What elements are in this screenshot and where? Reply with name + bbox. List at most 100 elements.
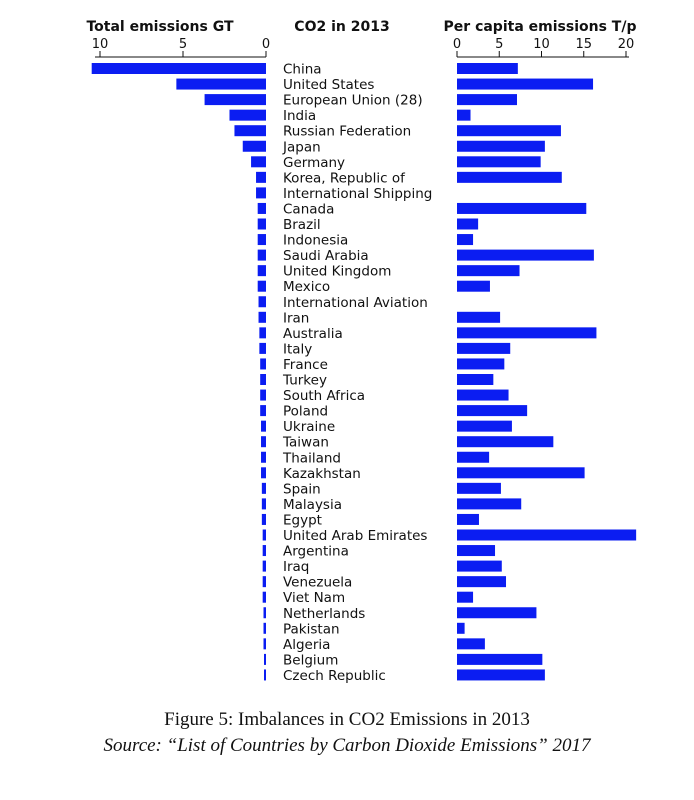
country-label: Korea, Republic of: [283, 170, 406, 186]
per-capita-bar: [457, 389, 509, 401]
total-emissions-bar: [257, 234, 266, 246]
right-axis-ticks: 0 5 10 15 20: [453, 37, 634, 57]
country-label: Brazil: [283, 217, 321, 233]
country-label: Canada: [283, 201, 334, 217]
country-label: Australia: [283, 326, 343, 342]
per-capita-bar: [457, 78, 594, 90]
country-label: United States: [283, 77, 374, 93]
total-emissions-bar: [257, 218, 266, 230]
per-capita-bar: [457, 669, 545, 681]
country-label: Iraq: [283, 559, 309, 575]
country-label: International Aviation: [283, 295, 428, 311]
total-emissions-bar: [256, 187, 266, 199]
right-tick-label: 5: [495, 37, 503, 52]
total-emissions-bar: [261, 467, 266, 479]
right-tick-label: 20: [618, 37, 635, 52]
total-emissions-bar: [263, 607, 266, 619]
total-emissions-bar: [257, 249, 266, 261]
country-label: Netherlands: [283, 606, 365, 622]
country-label: Viet Nam: [283, 590, 345, 606]
per-capita-bar: [457, 156, 541, 168]
per-capita-bar: [457, 140, 545, 152]
left-tick-label: 10: [92, 37, 109, 52]
total-emissions-bar: [91, 63, 266, 74]
right-tick-label: 15: [575, 37, 592, 52]
country-label: Indonesia: [283, 233, 348, 249]
country-label: Italy: [283, 341, 312, 357]
total-emissions-bar: [261, 436, 266, 448]
total-emissions-bar: [262, 560, 266, 572]
per-capita-bar: [457, 109, 471, 121]
left-tick-label: 0: [262, 37, 270, 52]
per-capita-bar: [457, 607, 537, 619]
per-capita-bar: [457, 202, 587, 214]
country-label: India: [283, 108, 316, 124]
per-capita-bar: [457, 638, 485, 650]
per-capita-bar: [457, 280, 490, 292]
country-label: Saudi Arabia: [283, 248, 369, 264]
per-capita-bar: [457, 94, 517, 106]
per-capita-bar: [457, 249, 594, 261]
total-emissions-bar: [257, 265, 266, 277]
country-label: Czech Republic: [283, 668, 386, 684]
country-label: Russian Federation: [283, 124, 411, 140]
total-emissions-bar: [260, 405, 266, 417]
per-capita-bar: [457, 653, 543, 665]
per-capita-bar: [457, 234, 474, 246]
country-label: China: [283, 62, 322, 78]
per-capita-bar: [457, 327, 597, 339]
country-label: Ukraine: [283, 419, 335, 435]
country-label: Kazakhstan: [283, 466, 361, 482]
figure-source: Source: “List of Countries by Carbon Dio…: [103, 735, 591, 756]
country-label: Malaysia: [283, 497, 342, 513]
total-emissions-bar: [261, 451, 266, 463]
country-label: Mexico: [283, 279, 330, 295]
total-emissions-bar: [262, 545, 266, 557]
per-capita-bar: [457, 498, 522, 510]
country-label: Pakistan: [283, 621, 340, 637]
total-emissions-bar: [261, 513, 266, 525]
total-emissions-bar: [258, 296, 266, 308]
total-emissions-bar: [204, 94, 266, 106]
per-capita-bar: [457, 576, 507, 588]
country-label: European Union (28): [283, 93, 423, 109]
per-capita-bar: [457, 560, 502, 572]
country-label: Iran: [283, 310, 309, 326]
country-label: United Arab Emirates: [283, 528, 427, 544]
per-capita-bar: [457, 513, 479, 525]
total-emissions-bar: [251, 156, 266, 168]
total-emissions-bar: [258, 311, 266, 323]
total-emissions-bar: [260, 389, 266, 401]
total-emissions-bar: [257, 280, 266, 292]
right-tick-label: 10: [533, 37, 550, 52]
country-label: Algeria: [283, 637, 330, 653]
right-axis-header: Per capita emissions T/p: [444, 19, 637, 35]
country-label: Belgium: [283, 652, 338, 668]
country-label: Turkey: [282, 373, 327, 389]
per-capita-bars: [457, 63, 637, 681]
country-label: South Africa: [283, 388, 365, 404]
per-capita-bar: [457, 622, 465, 634]
total-emissions-bar: [263, 638, 266, 650]
country-label: Poland: [283, 404, 328, 420]
total-emissions-bar: [261, 420, 266, 432]
country-label: France: [283, 357, 328, 373]
per-capita-bar: [457, 545, 496, 557]
chart-title: CO2 in 2013: [294, 19, 389, 35]
per-capita-bar: [457, 342, 511, 354]
total-emissions-bar: [262, 576, 266, 588]
total-emissions-bar: [262, 591, 266, 603]
country-label: Germany: [283, 155, 345, 171]
per-capita-bar: [457, 436, 554, 448]
figure-caption: Figure 5: Imbalances in CO2 Emissions in…: [164, 709, 530, 730]
per-capita-bar: [457, 529, 637, 541]
total-emissions-bar: [262, 529, 266, 541]
per-capita-bar: [457, 482, 501, 494]
total-emissions-bar: [259, 327, 266, 339]
per-capita-bar: [457, 591, 474, 603]
per-capita-bar: [457, 451, 490, 463]
country-label: International Shipping: [283, 186, 432, 202]
country-label: United Kingdom: [283, 264, 391, 280]
country-label: Japan: [282, 139, 321, 155]
